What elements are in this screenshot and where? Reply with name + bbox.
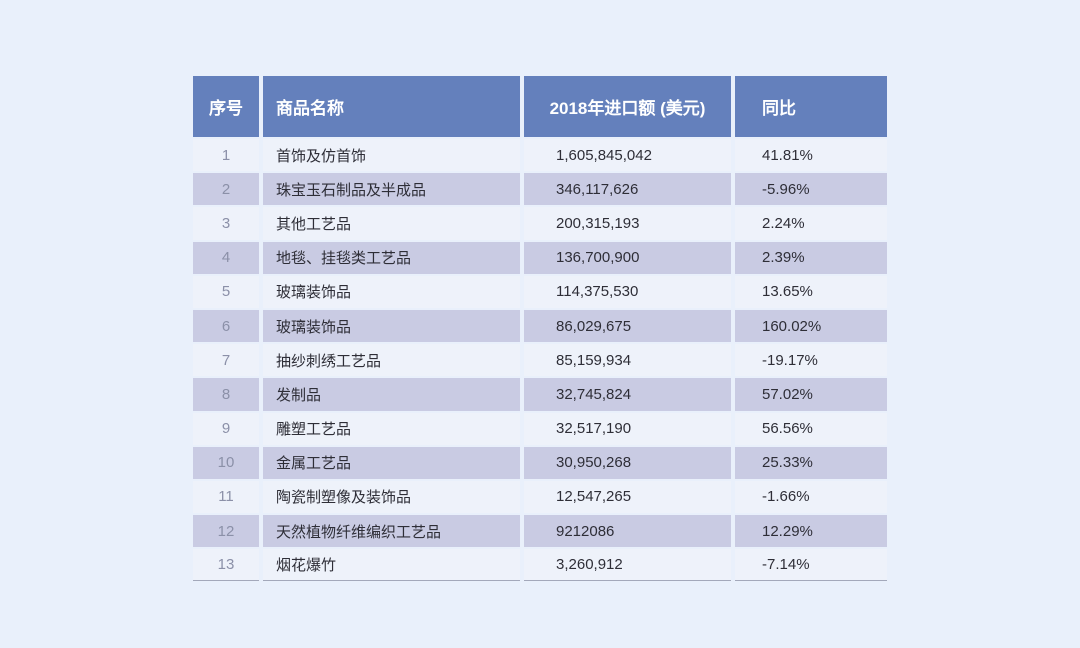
table-body: 1 首饰及仿首饰 1,605,845,042 41.81% 2 珠宝玉石制品及半…	[193, 139, 887, 582]
cell-name: 烟花爆竹	[263, 549, 520, 582]
table-row: 8 发制品 32,745,824 57.02%	[193, 378, 887, 411]
table-row: 5 玻璃装饰品 114,375,530 13.65%	[193, 275, 887, 308]
cell-value: 12,547,265	[524, 480, 731, 514]
table-row: 3 其他工艺品 200,315,193 2.24%	[193, 207, 887, 240]
cell-name: 珠宝玉石制品及半成品	[263, 173, 520, 206]
header-cell-index: 序号	[193, 76, 259, 137]
cell-value: 9212086	[524, 515, 731, 548]
cell-yoy: -1.66%	[735, 480, 887, 514]
cell-yoy: -7.14%	[735, 549, 887, 582]
cell-index: 7	[193, 344, 259, 377]
cell-name: 抽纱刺绣工艺品	[263, 344, 520, 377]
cell-yoy: 2.39%	[735, 241, 887, 274]
header-cell-name: 商品名称	[263, 76, 520, 137]
cell-value: 85,159,934	[524, 344, 731, 377]
cell-index: 9	[193, 412, 259, 445]
cell-name: 地毯、挂毯类工艺品	[263, 241, 520, 274]
cell-name: 发制品	[263, 378, 520, 411]
cell-name: 金属工艺品	[263, 446, 520, 479]
table-row: 9 雕塑工艺品 32,517,190 56.56%	[193, 412, 887, 445]
cell-value: 114,375,530	[524, 275, 731, 308]
cell-index: 4	[193, 241, 259, 274]
cell-index: 6	[193, 309, 259, 343]
cell-value: 1,605,845,042	[524, 139, 731, 172]
cell-yoy: 2.24%	[735, 207, 887, 240]
cell-index: 5	[193, 275, 259, 308]
cell-yoy: 160.02%	[735, 309, 887, 343]
cell-index: 12	[193, 515, 259, 548]
cell-yoy: -5.96%	[735, 173, 887, 206]
table-row: 11 陶瓷制塑像及装饰品 12,547,265 -1.66%	[193, 480, 887, 514]
cell-value: 32,517,190	[524, 412, 731, 445]
table-row: 13 烟花爆竹 3,260,912 -7.14%	[193, 549, 887, 582]
cell-value: 30,950,268	[524, 446, 731, 479]
table-row: 10 金属工艺品 30,950,268 25.33%	[193, 446, 887, 479]
cell-name: 雕塑工艺品	[263, 412, 520, 445]
table-header: 序号 商品名称 2018年进口额 (美元) 同比	[193, 76, 887, 137]
cell-name: 首饰及仿首饰	[263, 139, 520, 172]
cell-yoy: 12.29%	[735, 515, 887, 548]
cell-name: 玻璃装饰品	[263, 275, 520, 308]
cell-value: 32,745,824	[524, 378, 731, 411]
cell-yoy: 41.81%	[735, 139, 887, 172]
cell-yoy: 57.02%	[735, 378, 887, 411]
table-row: 12 天然植物纤维编织工艺品 9212086 12.29%	[193, 515, 887, 548]
cell-index: 11	[193, 480, 259, 514]
cell-yoy: -19.17%	[735, 344, 887, 377]
cell-index: 1	[193, 139, 259, 172]
table-row: 1 首饰及仿首饰 1,605,845,042 41.81%	[193, 139, 887, 172]
cell-value: 136,700,900	[524, 241, 731, 274]
cell-index: 3	[193, 207, 259, 240]
cell-index: 10	[193, 446, 259, 479]
cell-name: 其他工艺品	[263, 207, 520, 240]
import-data-table: 序号 商品名称 2018年进口额 (美元) 同比 1 首饰及仿首饰 1,605,…	[193, 76, 887, 582]
header-cell-yoy: 同比	[735, 76, 887, 137]
cell-value: 3,260,912	[524, 549, 731, 582]
cell-value: 200,315,193	[524, 207, 731, 240]
cell-name: 玻璃装饰品	[263, 309, 520, 343]
table-row: 2 珠宝玉石制品及半成品 346,117,626 -5.96%	[193, 173, 887, 206]
cell-name: 陶瓷制塑像及装饰品	[263, 480, 520, 514]
cell-index: 13	[193, 549, 259, 582]
cell-index: 8	[193, 378, 259, 411]
cell-value: 346,117,626	[524, 173, 731, 206]
table-row: 7 抽纱刺绣工艺品 85,159,934 -19.17%	[193, 344, 887, 377]
cell-yoy: 25.33%	[735, 446, 887, 479]
cell-index: 2	[193, 173, 259, 206]
table-row: 4 地毯、挂毯类工艺品 136,700,900 2.39%	[193, 241, 887, 274]
cell-value: 86,029,675	[524, 309, 731, 343]
cell-yoy: 56.56%	[735, 412, 887, 445]
header-cell-value: 2018年进口额 (美元)	[524, 76, 731, 137]
cell-yoy: 13.65%	[735, 275, 887, 308]
cell-name: 天然植物纤维编织工艺品	[263, 515, 520, 548]
table-row: 6 玻璃装饰品 86,029,675 160.02%	[193, 309, 887, 343]
